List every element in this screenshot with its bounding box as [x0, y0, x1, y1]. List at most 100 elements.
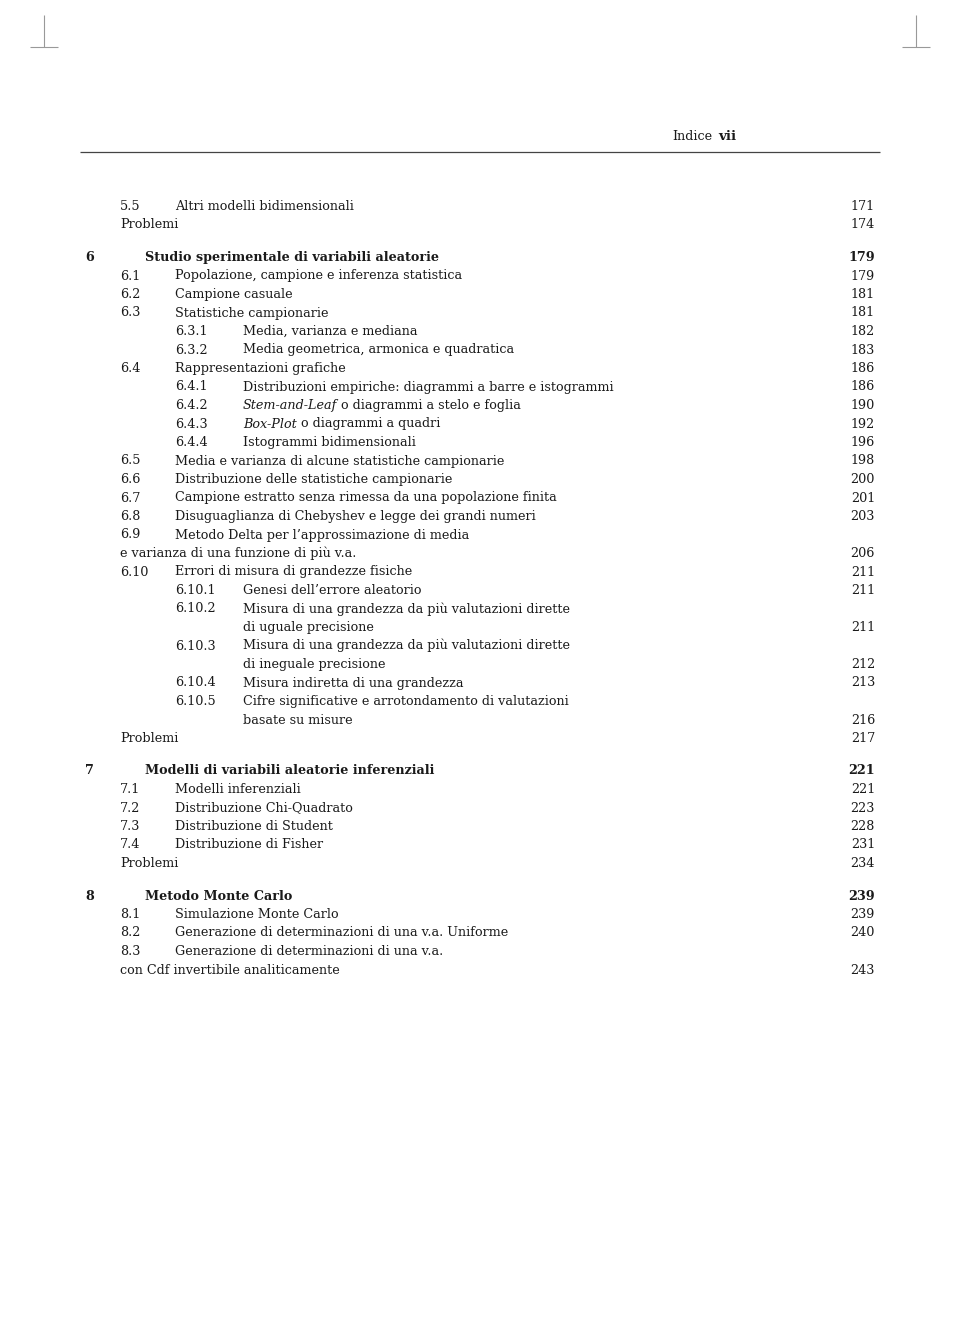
Text: 179: 179: [851, 270, 875, 283]
Text: 239: 239: [849, 889, 875, 902]
Text: 8.2: 8.2: [120, 926, 140, 939]
Text: Misura di una grandezza da più valutazioni dirette: Misura di una grandezza da più valutazio…: [243, 639, 570, 652]
Text: 8.1: 8.1: [120, 907, 140, 921]
Text: Statistiche campionarie: Statistiche campionarie: [175, 307, 328, 320]
Text: 211: 211: [851, 622, 875, 633]
Text: 174: 174: [851, 219, 875, 232]
Text: 240: 240: [851, 926, 875, 939]
Text: 6.4: 6.4: [120, 362, 140, 375]
Text: 6.10.1: 6.10.1: [175, 583, 215, 597]
Text: Stem-and-Leaf: Stem-and-Leaf: [243, 399, 337, 412]
Text: Media e varianza di alcune statistiche campionarie: Media e varianza di alcune statistiche c…: [175, 454, 504, 468]
Text: 186: 186: [851, 381, 875, 394]
Text: Campione casuale: Campione casuale: [175, 288, 293, 302]
Text: 6.10: 6.10: [120, 565, 149, 578]
Text: 6: 6: [85, 252, 94, 263]
Text: 6.1: 6.1: [120, 270, 140, 283]
Text: 6.4.1: 6.4.1: [175, 381, 207, 394]
Text: 234: 234: [851, 857, 875, 871]
Text: basate su misure: basate su misure: [243, 714, 352, 727]
Text: 181: 181: [851, 307, 875, 320]
Text: Distribuzione delle statistiche campionarie: Distribuzione delle statistiche campiona…: [175, 473, 452, 486]
Text: Altri modelli bidimensionali: Altri modelli bidimensionali: [175, 200, 354, 213]
Text: 6.10.3: 6.10.3: [175, 640, 216, 652]
Text: 183: 183: [851, 344, 875, 357]
Text: Modelli di variabili aleatorie inferenziali: Modelli di variabili aleatorie inferenzi…: [145, 764, 434, 777]
Text: Metodo Monte Carlo: Metodo Monte Carlo: [145, 889, 293, 902]
Text: 182: 182: [851, 325, 875, 338]
Text: 213: 213: [851, 677, 875, 690]
Text: 171: 171: [851, 200, 875, 213]
Text: Box-Plot: Box-Plot: [243, 417, 297, 431]
Text: 217: 217: [851, 732, 875, 745]
Text: Problemi: Problemi: [120, 219, 179, 232]
Text: 200: 200: [851, 473, 875, 486]
Text: Popolazione, campione e inferenza statistica: Popolazione, campione e inferenza statis…: [175, 270, 462, 283]
Text: 192: 192: [851, 417, 875, 431]
Text: con Cdf invertibile analiticamente: con Cdf invertibile analiticamente: [120, 964, 340, 976]
Text: o diagrammi a stelo e foglia: o diagrammi a stelo e foglia: [337, 399, 521, 412]
Text: 211: 211: [851, 565, 875, 578]
Text: 231: 231: [851, 839, 875, 852]
Text: Genesi dell’errore aleatorio: Genesi dell’errore aleatorio: [243, 583, 421, 597]
Text: Rappresentazioni grafiche: Rappresentazioni grafiche: [175, 362, 346, 375]
Text: 6.5: 6.5: [120, 454, 140, 468]
Text: 196: 196: [851, 436, 875, 449]
Text: 6.4.3: 6.4.3: [175, 417, 207, 431]
Text: Campione estratto senza rimessa da una popolazione finita: Campione estratto senza rimessa da una p…: [175, 491, 557, 504]
Text: Problemi: Problemi: [120, 732, 179, 745]
Text: Media geometrica, armonica e quadratica: Media geometrica, armonica e quadratica: [243, 344, 515, 357]
Text: 6.6: 6.6: [120, 473, 140, 486]
Text: Generazione di determinazioni di una v.a.: Generazione di determinazioni di una v.a…: [175, 946, 444, 957]
Text: 7.2: 7.2: [120, 802, 140, 814]
Text: di uguale precisione: di uguale precisione: [243, 622, 373, 633]
Text: 190: 190: [851, 399, 875, 412]
Text: 7.1: 7.1: [120, 784, 140, 795]
Text: 6.3: 6.3: [120, 307, 140, 320]
Text: Studio sperimentale di variabili aleatorie: Studio sperimentale di variabili aleator…: [145, 252, 439, 263]
Text: 186: 186: [851, 362, 875, 375]
Text: 6.10.5: 6.10.5: [175, 695, 216, 709]
Text: Errori di misura di grandezze fisiche: Errori di misura di grandezze fisiche: [175, 565, 412, 578]
Text: 216: 216: [851, 714, 875, 727]
Text: 179: 179: [849, 252, 875, 263]
Text: Disuguaglianza di Chebyshev e legge dei grandi numeri: Disuguaglianza di Chebyshev e legge dei …: [175, 510, 536, 523]
Text: vii: vii: [718, 130, 736, 144]
Text: 239: 239: [851, 907, 875, 921]
Text: 181: 181: [851, 288, 875, 302]
Text: Distribuzione di Student: Distribuzione di Student: [175, 820, 333, 832]
Text: Cifre significative e arrotondamento di valutazioni: Cifre significative e arrotondamento di …: [243, 695, 568, 709]
Text: 7.4: 7.4: [120, 839, 140, 852]
Text: 6.7: 6.7: [120, 491, 140, 504]
Text: 6.9: 6.9: [120, 528, 140, 541]
Text: o diagrammi a quadri: o diagrammi a quadri: [297, 417, 440, 431]
Text: Distribuzioni empiriche: diagrammi a barre e istogrammi: Distribuzioni empiriche: diagrammi a bar…: [243, 381, 613, 394]
Text: 7: 7: [85, 764, 94, 777]
Text: Distribuzione Chi-Quadrato: Distribuzione Chi-Quadrato: [175, 802, 353, 814]
Text: 6.4.4: 6.4.4: [175, 436, 207, 449]
Text: 8: 8: [85, 889, 94, 902]
Text: Indice: Indice: [672, 130, 712, 144]
Text: 223: 223: [851, 802, 875, 814]
Text: Modelli inferenziali: Modelli inferenziali: [175, 784, 300, 795]
Text: 7.3: 7.3: [120, 820, 140, 832]
Text: 6.10.2: 6.10.2: [175, 602, 216, 615]
Text: Metodo Delta per l’approssimazione di media: Metodo Delta per l’approssimazione di me…: [175, 528, 469, 541]
Text: 201: 201: [851, 491, 875, 504]
Text: Misura indiretta di una grandezza: Misura indiretta di una grandezza: [243, 677, 464, 690]
Text: 8.3: 8.3: [120, 946, 140, 957]
Text: 228: 228: [851, 820, 875, 832]
Text: 212: 212: [851, 658, 875, 670]
Text: Generazione di determinazioni di una v.a. Uniforme: Generazione di determinazioni di una v.a…: [175, 926, 508, 939]
Text: di ineguale precisione: di ineguale precisione: [243, 658, 386, 670]
Text: 203: 203: [851, 510, 875, 523]
Text: Media, varianza e mediana: Media, varianza e mediana: [243, 325, 418, 338]
Text: Simulazione Monte Carlo: Simulazione Monte Carlo: [175, 907, 339, 921]
Text: 6.2: 6.2: [120, 288, 140, 302]
Text: Distribuzione di Fisher: Distribuzione di Fisher: [175, 839, 324, 852]
Text: 5.5: 5.5: [120, 200, 140, 213]
Text: e varianza di una funzione di più v.a.: e varianza di una funzione di più v.a.: [120, 547, 356, 560]
Text: 6.4.2: 6.4.2: [175, 399, 207, 412]
Text: 211: 211: [851, 583, 875, 597]
Text: Misura di una grandezza da più valutazioni dirette: Misura di una grandezza da più valutazio…: [243, 602, 570, 615]
